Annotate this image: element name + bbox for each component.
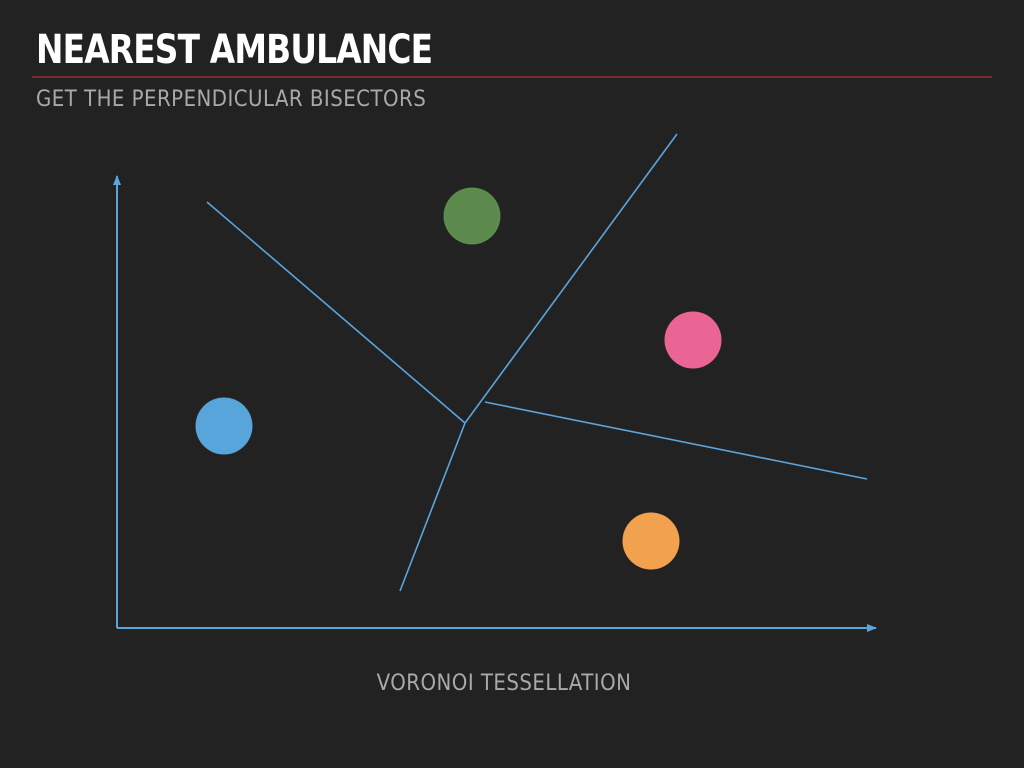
bisector-upper-left — [206, 201, 466, 424]
slide-title: NEAREST AMBULANCE — [36, 27, 433, 73]
bisector-right — [484, 401, 868, 480]
diagram-caption: VORONOI TESSELLATION — [376, 671, 632, 696]
title-divider — [32, 76, 992, 78]
slide-subtitle: GET THE PERPENDICULAR BISECTORS — [36, 87, 427, 112]
point-blue — [195, 397, 253, 455]
point-pink — [664, 311, 722, 369]
point-green — [443, 187, 501, 245]
point-orange — [622, 512, 680, 570]
bisector-upper-right — [464, 133, 678, 424]
bisector-lower — [399, 422, 466, 592]
